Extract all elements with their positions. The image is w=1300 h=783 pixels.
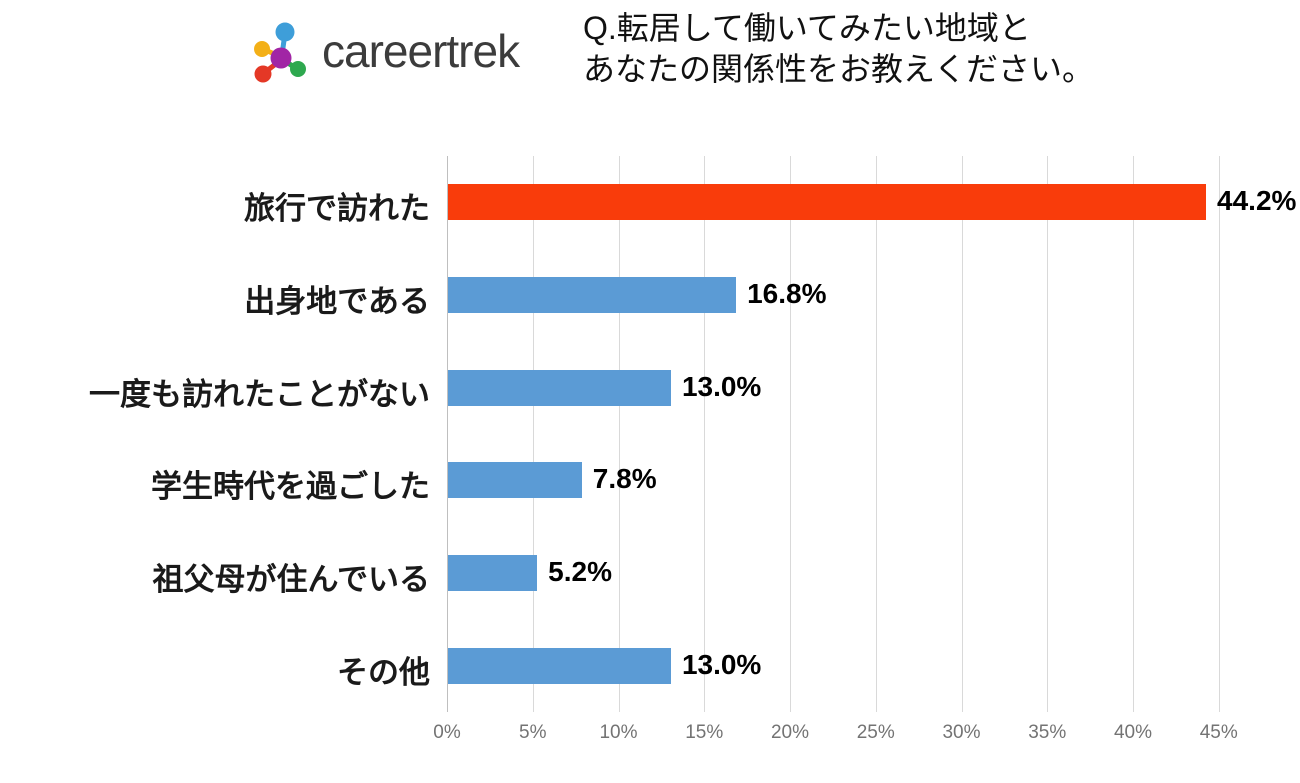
value-label: 13.0% (681, 648, 762, 680)
category-label: 一度も訪れたことがない (89, 376, 430, 412)
x-tick-label: 30% (942, 722, 981, 743)
gridline-30% (961, 156, 963, 712)
gridline-45% (1218, 156, 1220, 712)
x-tick-label: 0% (433, 722, 461, 743)
gridline-35% (1047, 156, 1049, 712)
category-label: 学生時代を過ごした (151, 469, 430, 505)
gridline-40% (1133, 156, 1134, 712)
gridline-15% (704, 156, 706, 712)
value-label: 7.8% (592, 463, 657, 495)
x-tick-label: 25% (856, 722, 895, 743)
gridline-5% (532, 156, 534, 712)
category-label: 祖父母が住んでいる (152, 562, 430, 597)
value-label: 13.0% (681, 370, 762, 402)
category-label: 旅行で訪れた (244, 191, 430, 227)
category-label: その他 (337, 654, 430, 690)
bar-default (448, 555, 538, 591)
careertrek-logo-icon (254, 22, 306, 83)
x-tick-label: 35% (1028, 722, 1067, 743)
bar-default (448, 369, 671, 406)
value-label: 16.8% (747, 278, 827, 309)
bar-highlight (448, 184, 1207, 221)
gridline-25% (875, 156, 877, 712)
brand-wordmark: careertrek (322, 25, 520, 77)
x-tick-label: 45% (1199, 722, 1238, 743)
title-line-2: あなたの関係性をお教えください。 (583, 51, 1095, 87)
x-tick-label: 10% (599, 722, 638, 743)
chart-question-title: Q.転居して働いてみたい地域と あなたの関係性をお教えください。 (583, 8, 1094, 90)
x-tick-label: 15% (685, 722, 724, 743)
title-line-1: Q.転居して働いてみたい地域と (583, 10, 1031, 46)
gridline-10% (618, 156, 620, 712)
value-label: 5.2% (548, 556, 612, 587)
x-tick-label: 40% (1113, 722, 1153, 743)
bar-default (448, 647, 671, 684)
x-tick-label: 20% (770, 722, 810, 743)
gridline-0% (447, 156, 448, 712)
bar-default (448, 462, 582, 499)
gridline-20% (790, 156, 791, 712)
bar-default (448, 277, 737, 313)
category-label: 出身地である (244, 284, 430, 319)
value-label: 44.2% (1217, 185, 1297, 217)
x-tick-label: 5% (519, 722, 547, 743)
